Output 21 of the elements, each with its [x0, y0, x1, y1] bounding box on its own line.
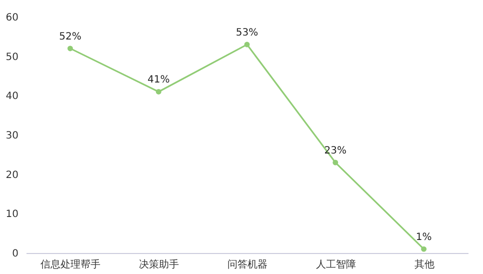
point: [332, 160, 338, 166]
x-tick-label: 其他: [414, 258, 434, 270]
y-tick-label: 0: [12, 248, 18, 260]
data-label: 53%: [236, 28, 258, 39]
point: [244, 42, 250, 48]
x-tick-label: 信息处理帮手: [40, 258, 101, 270]
x-tick-label: 问答机器: [228, 258, 268, 270]
y-tick-label: 50: [6, 52, 18, 63]
y-tick-label: 60: [6, 12, 18, 24]
x-tick-label: 人工智障: [316, 258, 356, 270]
data-label: 1%: [416, 232, 432, 244]
x-tick-label: 决策助手: [139, 258, 180, 270]
data-label: 41%: [147, 74, 170, 86]
point: [67, 46, 73, 52]
data-label: 52%: [59, 31, 82, 42]
point: [156, 89, 162, 94]
y-tick-label: 30: [6, 130, 18, 142]
y-tick-label: 40: [6, 91, 18, 102]
y-tick-label: 10: [6, 209, 18, 220]
point: [421, 246, 427, 252]
y-tick-label: 20: [6, 170, 18, 181]
